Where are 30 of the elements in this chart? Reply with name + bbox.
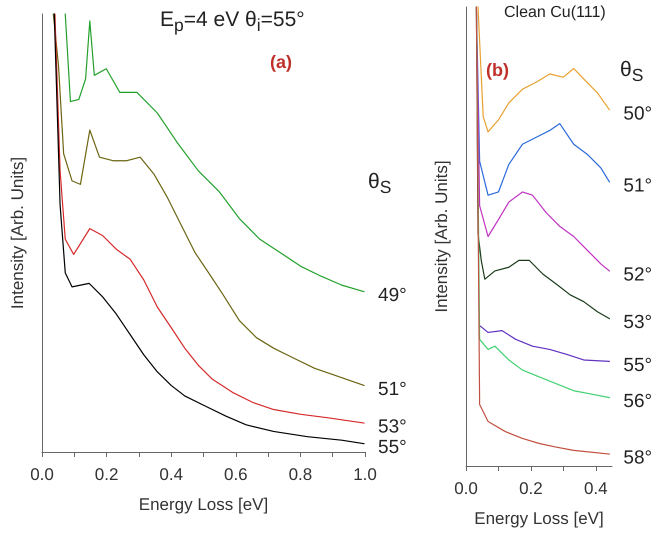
x-tick-label: 0.0 — [30, 465, 54, 484]
series-label: 53° — [623, 312, 652, 334]
series-label: 56° — [623, 391, 652, 412]
annotation: (a) — [270, 52, 292, 73]
x-tick-label: 0.2 — [94, 465, 118, 484]
y-axis-title: Intensity [Arb. Units] — [432, 160, 451, 313]
x-tick-label: 0.0 — [454, 479, 478, 498]
x-axis-title: Energy Loss [eV] — [474, 509, 604, 528]
chart-title: Clean Cu(111) — [504, 4, 606, 22]
y-axis-title: Intensity [Arb. Units] — [8, 156, 27, 310]
x-tick-label: 1.0 — [353, 465, 377, 484]
legend-title: θ$_{S}$ — [368, 170, 392, 198]
series-label: 55° — [378, 437, 407, 458]
chart-title: E$_{p}$=4 eV θ$_{i}$=55° — [160, 8, 305, 36]
x-tick-label: 0.4 — [159, 465, 184, 484]
x-tick-label: 0.8 — [288, 465, 312, 484]
series-label: 55° — [623, 354, 652, 376]
x-tick-label: 0.6 — [224, 465, 248, 484]
series-label: 50° — [623, 103, 652, 124]
annotation: (b) — [486, 60, 509, 81]
x-axis-title: Energy Loss [eV] — [138, 495, 268, 514]
series-label: 52° — [623, 264, 652, 286]
series-label: 58° — [623, 448, 652, 469]
series-label: 51° — [378, 378, 407, 400]
series-label: 49° — [378, 285, 407, 306]
series-label: 53° — [378, 416, 407, 438]
x-tick-label: 0.2 — [519, 479, 543, 498]
legend-title: θ$_{S}$ — [620, 58, 644, 86]
series-label: 51° — [623, 175, 652, 196]
x-tick-label: 0.4 — [584, 479, 608, 498]
